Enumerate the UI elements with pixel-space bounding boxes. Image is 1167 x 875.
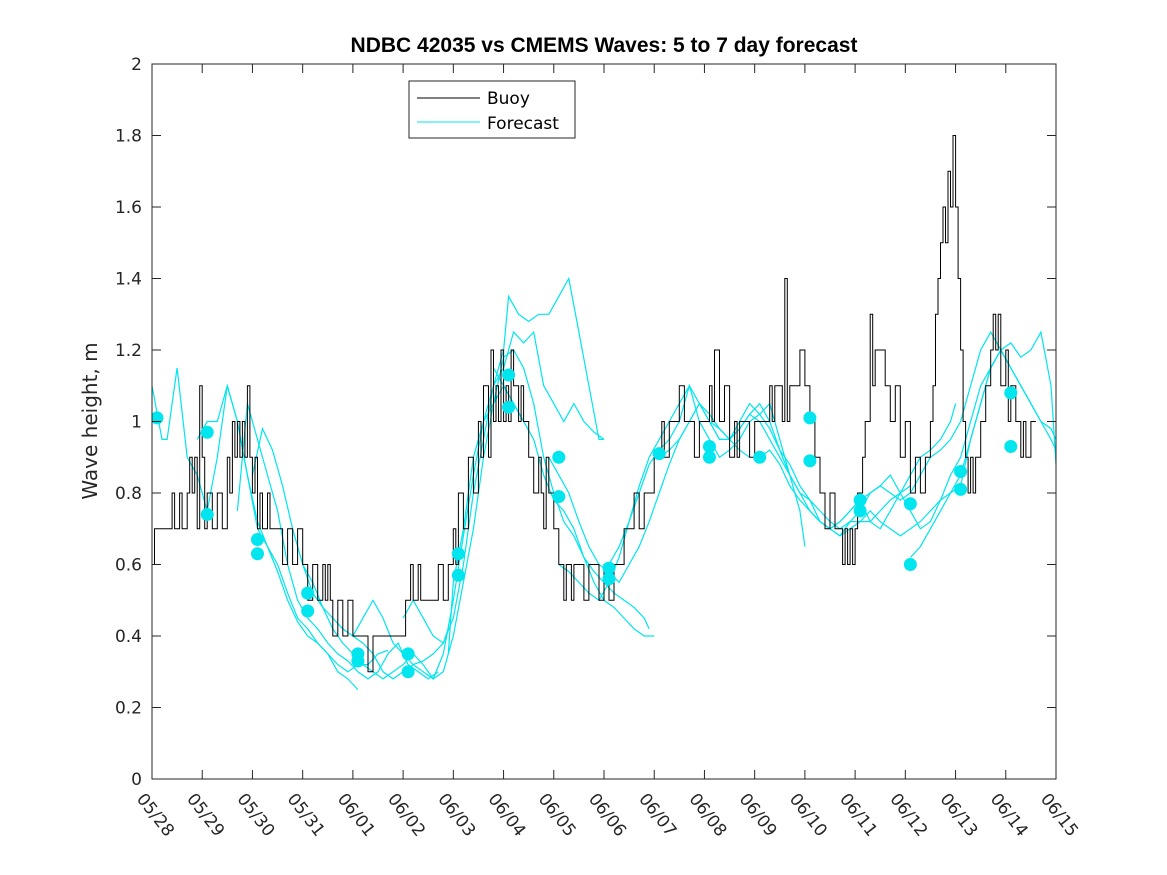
forecast-line xyxy=(548,402,750,584)
chart-title: NDBC 42035 vs CMEMS Waves: 5 to 7 day fo… xyxy=(351,34,858,57)
y-tick-label: 0 xyxy=(131,770,142,790)
x-tick-label: 06/14 xyxy=(986,790,1032,841)
plot-frame xyxy=(151,63,1057,780)
x-tick-label: 06/07 xyxy=(634,790,680,841)
forecast-marker xyxy=(250,547,264,561)
legend: Buoy Forecast xyxy=(408,80,576,139)
forecast-marker xyxy=(301,586,315,600)
forecast-marker xyxy=(602,572,616,586)
legend-forecast-label: Forecast xyxy=(487,114,559,134)
forecast-markers xyxy=(152,368,1018,679)
x-tick-label: 06/15 xyxy=(1036,790,1082,841)
forecast-line xyxy=(492,367,655,637)
forecast-marker xyxy=(301,604,315,618)
x-tick-label: 06/01 xyxy=(333,790,379,841)
forecast-marker xyxy=(853,493,867,507)
forecast-marker xyxy=(200,425,214,439)
y-tick-label: 0.2 xyxy=(115,699,142,719)
forecast-marker xyxy=(451,547,465,561)
y-tick-label: 0.6 xyxy=(115,556,142,576)
buoy-line xyxy=(152,135,1036,673)
x-axis: 05/28 05/29 05/30 05/31 06/01 06/02 06/03 06/04… xyxy=(132,64,1082,841)
y-tick-label: 2 xyxy=(131,55,142,75)
forecast-line xyxy=(236,403,439,680)
forecast-marker xyxy=(803,411,817,425)
x-tick-label: 06/13 xyxy=(936,790,982,841)
x-tick-label: 06/11 xyxy=(835,790,881,841)
y-axis: 0 0.2 0.4 0.6 0.8 1 1.2 1.4 1.6 1.8 2 xyxy=(115,55,1056,790)
forecast-line xyxy=(909,330,1056,558)
forecast-line xyxy=(759,330,1012,530)
forecast-marker xyxy=(250,532,264,546)
forecast-line xyxy=(302,384,525,680)
x-tick-label: 06/02 xyxy=(383,790,429,841)
x-tick-label: 06/12 xyxy=(885,790,931,841)
forecast-marker xyxy=(401,647,415,661)
y-tick-label: 0.4 xyxy=(115,627,142,647)
forecast-marker xyxy=(552,450,566,464)
forecast-marker xyxy=(753,450,767,464)
forecast-marker xyxy=(1004,386,1018,400)
x-tick-label: 06/09 xyxy=(735,790,781,841)
forecast-marker xyxy=(351,654,365,668)
x-tick-label: 05/30 xyxy=(233,790,279,841)
forecast-marker xyxy=(803,454,817,468)
y-tick-label: 1 xyxy=(131,413,142,433)
forecast-line xyxy=(859,348,1056,537)
y-tick-label: 1.6 xyxy=(115,198,142,218)
forecast-marker xyxy=(702,440,716,454)
forecast-marker xyxy=(954,482,968,496)
forecast-line xyxy=(402,276,604,645)
y-axis-label: Wave height, m xyxy=(78,342,102,499)
x-tick-label: 05/29 xyxy=(182,790,228,841)
forecast-marker xyxy=(200,507,214,521)
x-tick-label: 06/06 xyxy=(584,790,630,841)
forecast-line xyxy=(708,403,957,530)
legend-box xyxy=(408,80,576,139)
forecast-marker xyxy=(401,665,415,679)
x-tick-label: 06/10 xyxy=(785,790,831,841)
x-tick-label: 06/04 xyxy=(484,790,530,841)
forecast-marker xyxy=(502,368,516,382)
buoy-series xyxy=(152,135,1036,673)
forecast-marker xyxy=(853,504,867,518)
forecast-marker xyxy=(903,497,917,511)
y-tick-label: 1.8 xyxy=(115,127,142,147)
forecast-marker xyxy=(602,561,616,575)
y-tick-label: 1.4 xyxy=(115,270,142,290)
x-tick-label: 06/05 xyxy=(534,790,580,841)
x-tick-label: 05/31 xyxy=(283,790,329,841)
y-tick-label: 0.8 xyxy=(115,484,142,504)
forecast-marker xyxy=(552,490,566,504)
legend-buoy-label: Buoy xyxy=(487,89,530,109)
forecast-marker xyxy=(451,568,465,582)
forecast-line xyxy=(608,384,861,565)
y-tick-label: 1.2 xyxy=(115,341,142,361)
forecast-line xyxy=(251,426,449,666)
forecast-line xyxy=(352,330,605,680)
forecast-marker xyxy=(502,400,516,414)
forecast-marker xyxy=(1004,440,1018,454)
x-tick-label: 06/08 xyxy=(685,790,731,841)
forecast-marker xyxy=(702,450,716,464)
forecast-marker xyxy=(652,447,666,461)
x-tick-label: 05/28 xyxy=(132,790,178,841)
forecast-marker xyxy=(954,465,968,479)
x-tick-label: 06/03 xyxy=(433,790,479,841)
forecast-line xyxy=(658,402,911,530)
forecast-marker xyxy=(903,558,917,571)
